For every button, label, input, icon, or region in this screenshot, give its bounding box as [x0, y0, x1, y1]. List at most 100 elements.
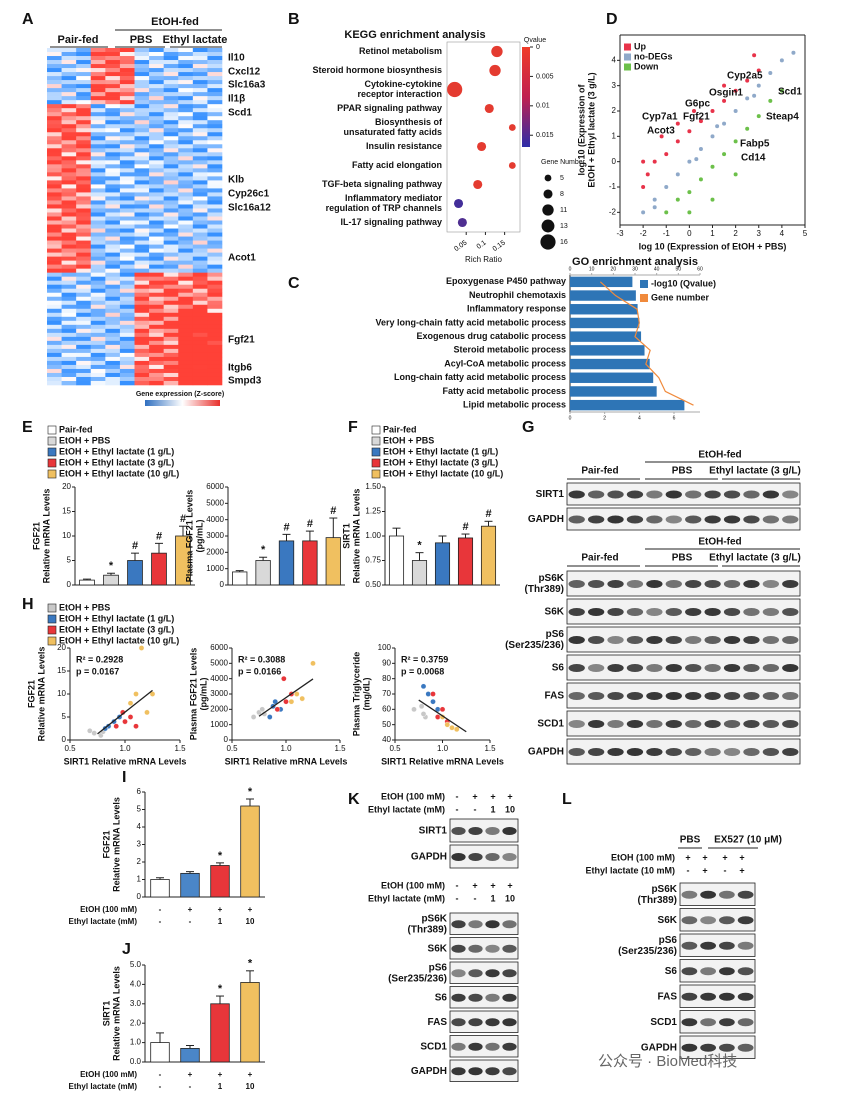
heatmap-cell: [76, 48, 92, 53]
heatmap-cell: [192, 156, 208, 161]
condition-mark: +: [739, 852, 744, 862]
heatmap-cell: [119, 316, 135, 322]
heatmap-cell: [90, 312, 106, 318]
heatmap-cell: [119, 352, 135, 358]
heatmap-cell: [90, 380, 106, 386]
heatmap-cell: [105, 204, 121, 209]
heatmap-cell: [76, 236, 92, 241]
heatmap-cell: [90, 212, 106, 217]
heatmap-cell: [90, 100, 106, 105]
heatmap-cell: [61, 180, 77, 185]
heatmap-cell: [192, 300, 208, 306]
heatmap-cell: [207, 300, 223, 306]
heatmap-cell: [61, 192, 77, 197]
blot-band: [646, 748, 663, 756]
heatmap-cell: [178, 64, 194, 69]
blot-band: [626, 748, 644, 756]
condition-mark: -: [159, 1082, 162, 1091]
blot-label: pS6K: [421, 913, 447, 924]
y-tick-label: 10: [62, 531, 71, 540]
y-axis-label: (pg/mL): [194, 520, 204, 553]
heatmap-cell: [105, 176, 121, 181]
blot-band: [704, 490, 721, 499]
legend-label: EtOH + Ethyl lactate (1 g/L): [383, 446, 498, 456]
blot-band: [607, 580, 624, 588]
heatmap-cell: [47, 252, 62, 257]
heatmap-cell: [119, 224, 135, 229]
heatmap-cell: [149, 364, 164, 370]
heatmap-cell: [178, 188, 194, 193]
blot-band: [665, 515, 682, 524]
y-axis-label: log 10 (Expression of: [576, 83, 586, 175]
heatmap-cell: [192, 240, 208, 245]
heatmap-cell: [192, 372, 208, 378]
dot: [491, 45, 503, 58]
heatmap-cell: [192, 160, 208, 165]
point: [756, 68, 761, 73]
heatmap-cell: [134, 368, 150, 374]
condition-mark: 1: [218, 1082, 223, 1091]
heatmap-cell: [149, 236, 164, 241]
y-tick-label: 1000: [206, 564, 224, 573]
point: [430, 691, 436, 697]
heatmap-cell: [149, 56, 164, 61]
heatmap-cell: [134, 304, 150, 310]
heatmap-cell: [90, 372, 106, 378]
heatmap-cell: [207, 268, 223, 273]
panel-letter: A: [22, 11, 34, 28]
gene-label: Scd1: [228, 108, 252, 119]
heatmap-cell: [178, 280, 194, 286]
blot-band: [665, 692, 682, 700]
heatmap-cell: [192, 172, 208, 177]
heatmap-cell: [90, 112, 106, 117]
heatmap-cell: [105, 100, 121, 105]
heatmap-cell: [149, 164, 164, 169]
x-tick-label: -2: [640, 229, 648, 238]
heatmap-cell: [76, 336, 92, 342]
heatmap-cell: [119, 228, 135, 233]
blot-band: [485, 920, 500, 929]
heatmap-cell: [149, 156, 164, 161]
heatmap-cell: [192, 184, 208, 189]
point: [144, 709, 150, 716]
heatmap-cell: [163, 176, 179, 181]
heatmap-cell: [47, 324, 62, 330]
heatmap-cell: [90, 56, 106, 61]
point: [133, 691, 139, 697]
heatmap-cell: [76, 292, 92, 298]
heatmap-cell: [47, 192, 62, 197]
heatmap-cell: [119, 68, 135, 73]
x-tick-label: 3: [757, 229, 762, 238]
blot-band: [782, 664, 799, 672]
heatmap-cell: [105, 60, 121, 65]
blot-frame: [566, 626, 801, 653]
condition-mark: 10: [505, 893, 515, 903]
bar: [570, 345, 645, 356]
heatmap-cell: [105, 308, 121, 314]
condition-mark: -: [474, 804, 477, 814]
heatmap-cell: [47, 80, 62, 85]
heatmap-cell: [134, 372, 150, 378]
blot-band: [762, 692, 780, 700]
heatmap-cell: [119, 136, 135, 141]
blot-label: GAPDH: [411, 852, 447, 863]
heatmap-cell: [178, 300, 194, 306]
heatmap-cell: [90, 144, 106, 149]
annotation: Steap4: [766, 112, 799, 123]
blot-band: [468, 1018, 483, 1027]
heatmap-cell: [61, 264, 77, 269]
blot-label: pS6: [659, 935, 678, 946]
heatmap-cell: [207, 48, 223, 53]
blot-band: [607, 515, 624, 524]
point: [288, 698, 295, 705]
y-tick-label: 6000: [210, 643, 228, 652]
colorbar-title: Gene expression (Z-score): [136, 391, 224, 398]
heatmap-cell: [178, 72, 194, 77]
heatmap-cell: [119, 344, 135, 350]
group-label: Pair-fed: [581, 466, 618, 477]
line: [599, 281, 694, 406]
heatmap-cell: [90, 124, 106, 129]
heatmap-cell: [178, 156, 194, 161]
heatmap-cell: [119, 292, 135, 298]
heatmap-cell: [90, 232, 106, 237]
